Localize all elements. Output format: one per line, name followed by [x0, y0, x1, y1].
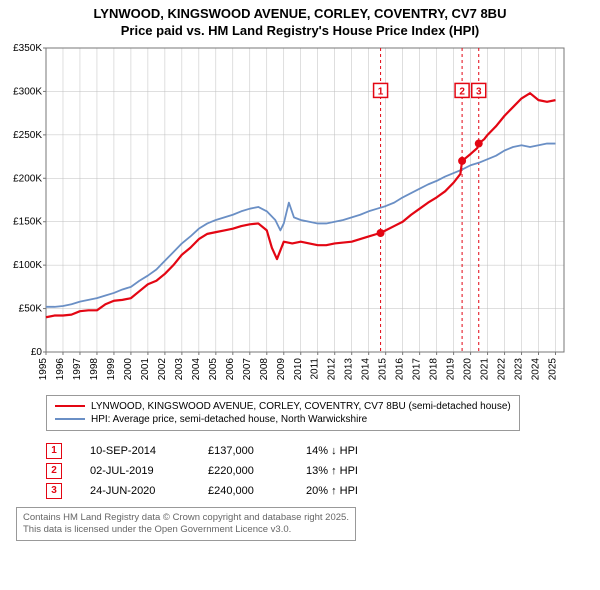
svg-text:2023: 2023 — [514, 357, 525, 380]
sale-date: 02-JUL-2019 — [90, 465, 180, 477]
legend-item: HPI: Average price, semi-detached house,… — [55, 413, 511, 426]
svg-text:2010: 2010 — [293, 357, 304, 380]
sale-row: 2 02-JUL-2019 £220,000 13% ↑ HPI — [46, 461, 592, 481]
svg-text:2000: 2000 — [123, 357, 134, 380]
svg-text:1996: 1996 — [55, 357, 66, 380]
svg-text:2007: 2007 — [242, 357, 253, 380]
svg-text:1999: 1999 — [106, 357, 117, 380]
svg-text:2012: 2012 — [327, 357, 338, 380]
legend-swatch — [55, 405, 85, 407]
svg-text:£350K: £350K — [13, 44, 42, 54]
sale-price: £137,000 — [208, 445, 278, 457]
svg-text:3: 3 — [476, 86, 482, 97]
sales-table: 1 10-SEP-2014 £137,000 14% ↓ HPI 2 02-JUL-201… — [46, 441, 592, 501]
attribution-footer: Contains HM Land Registry data © Crown c… — [16, 507, 356, 542]
svg-text:2022: 2022 — [497, 357, 508, 380]
legend: LYNWOOD, KINGSWOOD AVENUE, CORLEY, COVEN… — [46, 395, 520, 431]
sale-date: 24-JUN-2020 — [90, 485, 180, 497]
svg-text:1: 1 — [378, 86, 384, 97]
footer-line1: Contains HM Land Registry data © Crown c… — [23, 512, 349, 524]
svg-text:2018: 2018 — [429, 357, 440, 380]
svg-text:1997: 1997 — [72, 357, 83, 380]
svg-text:2006: 2006 — [225, 357, 236, 380]
svg-text:2015: 2015 — [378, 357, 389, 380]
svg-text:£250K: £250K — [13, 130, 42, 141]
sale-row: 1 10-SEP-2014 £137,000 14% ↓ HPI — [46, 441, 592, 461]
svg-text:£50K: £50K — [19, 303, 43, 314]
sale-price: £220,000 — [208, 465, 278, 477]
svg-text:2005: 2005 — [208, 357, 219, 380]
svg-text:2009: 2009 — [276, 357, 287, 380]
svg-text:2004: 2004 — [191, 357, 202, 380]
svg-text:2024: 2024 — [531, 357, 542, 380]
svg-text:2025: 2025 — [548, 357, 559, 380]
title-line1: LYNWOOD, KINGSWOOD AVENUE, CORLEY, COVEN… — [8, 6, 592, 23]
svg-text:£0: £0 — [31, 347, 43, 358]
svg-text:2019: 2019 — [446, 357, 457, 380]
sale-hpi-delta: 20% ↑ HPI — [306, 485, 358, 497]
sale-date: 10-SEP-2014 — [90, 445, 180, 457]
title-line2: Price paid vs. HM Land Registry's House … — [8, 23, 592, 40]
svg-text:1998: 1998 — [89, 357, 100, 380]
chart-area: £0 £50K £100K £150K £200K £250K £300K £350K 1995… — [8, 44, 592, 389]
sale-price: £240,000 — [208, 485, 278, 497]
svg-text:2011: 2011 — [310, 357, 321, 379]
sale-badge: 2 — [46, 463, 62, 479]
svg-text:£200K: £200K — [13, 173, 42, 184]
svg-text:2016: 2016 — [395, 357, 406, 380]
legend-label: HPI: Average price, semi-detached house,… — [91, 414, 367, 425]
sale-row: 3 24-JUN-2020 £240,000 20% ↑ HPI — [46, 481, 592, 501]
chart-title: LYNWOOD, KINGSWOOD AVENUE, CORLEY, COVEN… — [8, 6, 592, 40]
svg-text:2003: 2003 — [174, 357, 185, 380]
svg-text:2017: 2017 — [412, 357, 423, 380]
svg-text:1995: 1995 — [38, 357, 49, 380]
legend-swatch — [55, 418, 85, 420]
svg-text:£300K: £300K — [13, 86, 42, 97]
svg-text:2021: 2021 — [480, 357, 491, 380]
sale-badge: 3 — [46, 483, 62, 499]
price-chart: £0 £50K £100K £150K £200K £250K £300K £350K 1995… — [8, 44, 568, 384]
svg-text:2002: 2002 — [157, 357, 168, 380]
legend-item: LYNWOOD, KINGSWOOD AVENUE, CORLEY, COVEN… — [55, 400, 511, 413]
sale-hpi-delta: 14% ↓ HPI — [306, 445, 358, 457]
legend-label: LYNWOOD, KINGSWOOD AVENUE, CORLEY, COVEN… — [91, 401, 511, 412]
svg-text:2: 2 — [459, 86, 465, 97]
footer-line2: This data is licensed under the Open Gov… — [23, 524, 349, 536]
sale-badge: 1 — [46, 443, 62, 459]
svg-text:2013: 2013 — [344, 357, 355, 380]
svg-text:£100K: £100K — [13, 260, 42, 271]
svg-text:£150K: £150K — [13, 216, 42, 227]
svg-text:2014: 2014 — [361, 357, 372, 380]
sale-hpi-delta: 13% ↑ HPI — [306, 465, 358, 477]
svg-text:2020: 2020 — [463, 357, 474, 380]
svg-text:2001: 2001 — [140, 357, 151, 380]
svg-text:2008: 2008 — [259, 357, 270, 380]
